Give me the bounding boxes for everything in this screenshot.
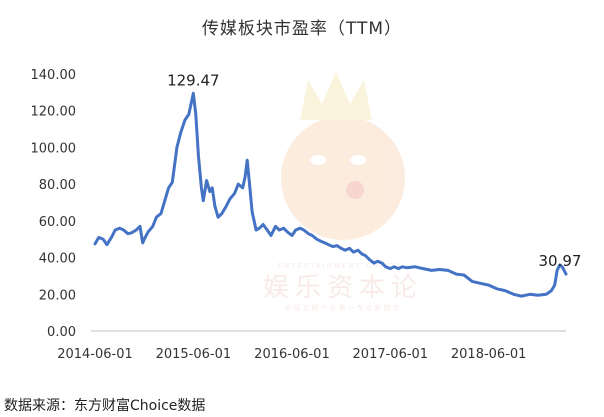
- watermark-mascot: ENTERTAINMENT CAPITAL 娱乐资本论 中国文娱产业第一专业新媒…: [263, 72, 423, 312]
- y-tick-label: 140.00: [31, 68, 77, 83]
- source-note: 数据来源：东方财富Choice数据: [4, 398, 206, 414]
- x-tick-label: 2018-06-01: [451, 347, 527, 362]
- x-tick-label: 2016-06-01: [254, 347, 330, 362]
- watermark-subtitle: ENTERTAINMENT CAPITAL: [277, 262, 408, 270]
- watermark-title: 娱乐资本论: [263, 273, 423, 303]
- mascot-body-icon: [281, 116, 405, 240]
- chart-title: 传媒板块市盈率（TTM）: [202, 19, 402, 39]
- x-axis-ticks: 2014-06-01 2015-06-01 2016-06-01 2017-06-01…: [57, 347, 526, 362]
- x-tick-label: 2015-06-01: [156, 347, 232, 362]
- y-tick-label: 60.00: [39, 215, 76, 230]
- mascot-eye-right-icon: [350, 155, 366, 165]
- watermark-caption: 中国文娱产业第一专业新媒体: [285, 303, 402, 312]
- y-tick-label: 100.00: [31, 141, 77, 156]
- y-tick-label: 0.00: [47, 325, 76, 340]
- y-tick-label: 80.00: [39, 178, 76, 193]
- data-label: 129.47: [167, 71, 220, 89]
- data-labels: 129.47 30.97: [167, 71, 581, 270]
- crown-icon: [300, 72, 372, 120]
- mascot-mouth-icon: [346, 181, 364, 199]
- y-tick-label: 40.00: [39, 252, 76, 267]
- x-tick-label: 2017-06-01: [353, 347, 429, 362]
- y-tick-label: 120.00: [31, 105, 77, 120]
- y-axis-ticks: 0.00 20.00 40.00 60.00 80.00 100.00 120.00 140.…: [31, 68, 77, 340]
- x-tick-label: 2014-06-01: [57, 347, 133, 362]
- data-label: 30.97: [539, 252, 582, 270]
- y-tick-label: 20.00: [39, 288, 76, 303]
- mascot-eye-left-icon: [310, 155, 326, 165]
- pe-series-line: [93, 91, 568, 298]
